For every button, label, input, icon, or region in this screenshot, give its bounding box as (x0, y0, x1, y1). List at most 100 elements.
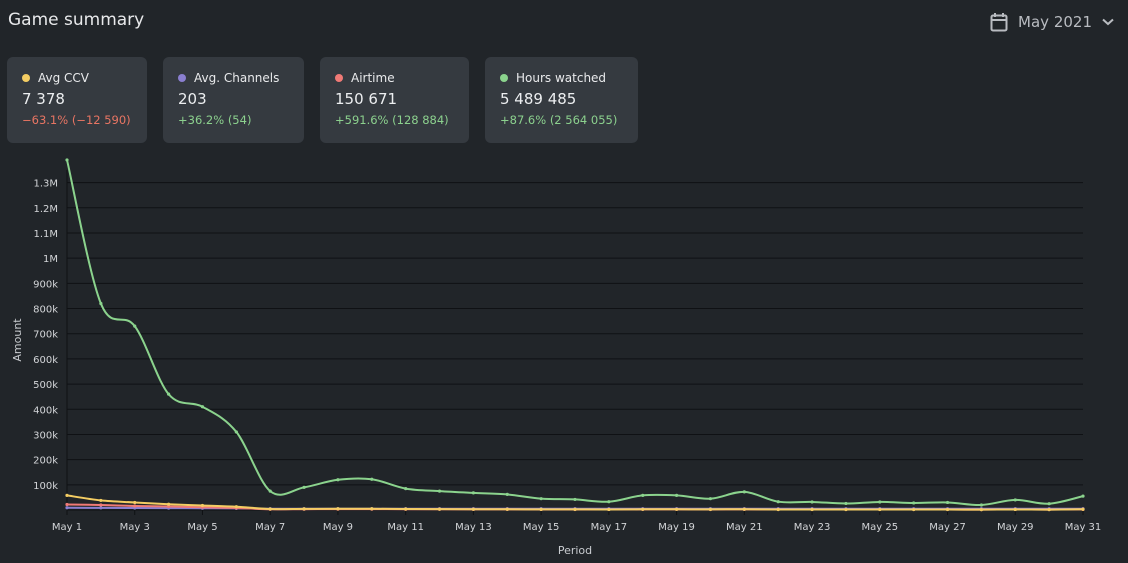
card-avg-channels[interactable]: Avg. Channels 203 +36.2% (54) (163, 57, 304, 143)
data-point-hours-watched (1081, 494, 1085, 498)
data-point-hours-watched (404, 486, 408, 491)
data-point-hours-watched (471, 491, 475, 495)
data-point-hours-watched (437, 489, 442, 493)
data-point-hours-watched (1047, 502, 1051, 506)
y-tick-label: 800k (33, 305, 58, 316)
data-point-hours-watched (167, 392, 171, 396)
data-point-hours-watched (99, 301, 103, 306)
y-tick-label: 100k (33, 481, 58, 492)
x-tick-label: May 5 (187, 522, 217, 533)
data-point-hours-watched (268, 489, 272, 493)
x-tick-label: May 11 (387, 522, 424, 533)
data-point-avg-ccv (539, 507, 543, 511)
y-tick-label: 200k (33, 456, 58, 467)
data-point-avg-ccv (370, 507, 374, 511)
data-point-hours-watched (675, 493, 679, 497)
data-point-hours-watched (607, 500, 611, 504)
x-tick-label: May 27 (929, 522, 966, 533)
data-point-hours-watched (844, 501, 848, 506)
y-tick-label: 400k (33, 405, 58, 416)
data-point-hours-watched (539, 497, 543, 501)
x-tick-label: May 31 (1065, 522, 1102, 533)
data-point-airtime (99, 503, 103, 507)
y-tick-label: 500k (33, 380, 58, 391)
chart-series (65, 158, 1085, 512)
period-label: May 2021 (1018, 13, 1092, 31)
card-avg-ccv[interactable]: Avg CCV 7 378 −63.1% (−12 590) (7, 57, 147, 143)
x-tick-label: May 7 (255, 522, 285, 533)
card-value: 7 378 (22, 90, 65, 108)
data-point-avg-ccv (1081, 507, 1085, 511)
x-tick-label: May 29 (997, 522, 1034, 533)
y-tick-label: 700k (33, 330, 58, 341)
data-point-avg-ccv (607, 507, 611, 512)
x-axis-label: Period (558, 544, 592, 557)
page-title: Game summary (8, 10, 145, 30)
data-point-hours-watched (979, 503, 984, 507)
data-point-avg-ccv (1047, 507, 1051, 512)
y-tick-label: 1.3M (33, 179, 58, 190)
x-tick-label: May 25 (862, 522, 899, 533)
data-point-hours-watched (234, 430, 238, 434)
card-hours-watched[interactable]: Hours watched 5 489 485 +87.6% (2 564 05… (485, 57, 638, 143)
data-point-avg-ccv (675, 507, 679, 511)
airtime-legend-dot (335, 74, 343, 82)
card-delta: −63.1% (−12 590) (22, 113, 131, 127)
data-point-hours-watched (302, 485, 306, 489)
card-value: 150 671 (335, 90, 398, 108)
data-point-avg-ccv (99, 498, 103, 503)
x-tick-label: May 9 (323, 522, 353, 533)
data-point-airtime (133, 504, 137, 508)
series-line-hours-watched (66, 159, 1084, 506)
data-point-airtime (65, 502, 69, 507)
data-point-avg-ccv (878, 507, 882, 512)
card-label: Avg CCV (38, 71, 90, 85)
data-point-avg-ccv (641, 507, 645, 511)
data-point-avg-ccv (200, 503, 205, 508)
card-value: 5 489 485 (500, 90, 577, 108)
data-point-avg-ccv (742, 507, 746, 511)
data-point-hours-watched (776, 500, 780, 504)
data-point-avg-ccv (404, 507, 408, 511)
y-tick-label: 1M (43, 254, 58, 265)
avg-ccv-legend-dot (22, 74, 30, 82)
x-tick-label: May 17 (591, 522, 628, 533)
data-point-avg-ccv (505, 507, 509, 511)
data-point-hours-watched (708, 497, 713, 501)
data-point-hours-watched (742, 490, 746, 494)
data-point-avg-channels (65, 506, 69, 510)
data-point-avg-ccv (302, 507, 306, 511)
x-axis-ticks: May 1 May 3 May 5 May 7 May 9 May 11 May 13 May… (52, 510, 1101, 533)
card-delta: +591.6% (128 884) (335, 113, 449, 127)
y-axis-label: Amount (11, 318, 24, 362)
x-tick-label: May 15 (523, 522, 560, 533)
data-point-hours-watched (912, 501, 916, 505)
data-point-hours-watched (200, 405, 205, 409)
data-point-hours-watched (133, 324, 137, 328)
data-point-avg-ccv (336, 507, 340, 511)
data-point-avg-ccv (268, 507, 272, 511)
y-tick-label: 1.1M (33, 229, 58, 240)
data-point-avg-ccv (437, 507, 442, 511)
card-delta: +87.6% (2 564 055) (500, 113, 618, 127)
chart-grid (66, 170, 1083, 511)
period-picker[interactable]: May 2021 (990, 10, 1114, 34)
data-point-hours-watched (1013, 498, 1017, 502)
data-point-avg-ccv (979, 508, 984, 512)
card-value: 203 (178, 90, 207, 108)
card-label: Airtime (351, 71, 395, 85)
data-point-hours-watched (810, 500, 814, 504)
calendar-icon (990, 12, 1008, 32)
card-airtime[interactable]: Airtime 150 671 +591.6% (128 884) (320, 57, 469, 143)
data-point-hours-watched (641, 493, 645, 497)
x-tick-label: May 21 (726, 522, 763, 533)
data-point-avg-ccv (65, 493, 69, 497)
hours-watched-legend-dot (500, 74, 508, 82)
card-label: Hours watched (516, 71, 607, 85)
data-point-avg-ccv (912, 507, 916, 512)
data-point-hours-watched (573, 497, 577, 502)
y-axis-ticks: 100k 200k 300k 400k 500k 600k 700k 800k 900k 1M 1.… (33, 179, 58, 492)
data-point-hours-watched (878, 500, 882, 504)
x-tick-label: May 23 (794, 522, 831, 533)
data-point-avg-ccv (945, 507, 950, 512)
